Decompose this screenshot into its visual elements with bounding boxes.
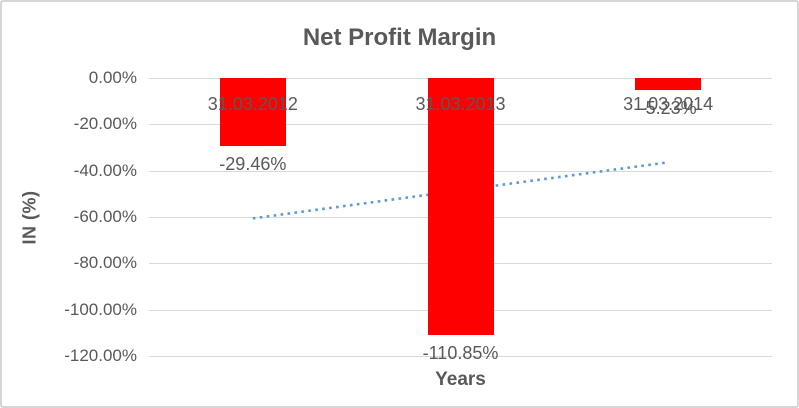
- bar-31.03.2013[interactable]: [427, 78, 494, 335]
- y-tick-label: -100.00%: [64, 299, 137, 319]
- gridline: [149, 356, 772, 357]
- y-tick-label: -80.00%: [73, 253, 137, 273]
- y-tick-label: -60.00%: [73, 207, 137, 226]
- y-tick-label: -40.00%: [73, 160, 137, 180]
- y-tick-label: -20.00%: [73, 114, 137, 134]
- bar-31.03.2012[interactable]: [219, 78, 286, 147]
- plot-area: 0.00% -20.00% -40.00% -60.00% -80.00% -100.00…: [64, 68, 772, 365]
- chart-title: Net Profit Margin: [302, 24, 497, 51]
- y-tick-label: 0.00%: [88, 68, 137, 87]
- y-tick-label: -120.00%: [64, 346, 137, 365]
- bars-layer: [149, 78, 772, 356]
- bar-31.03.2014[interactable]: [635, 78, 702, 91]
- x-axis-title: Years: [435, 369, 486, 390]
